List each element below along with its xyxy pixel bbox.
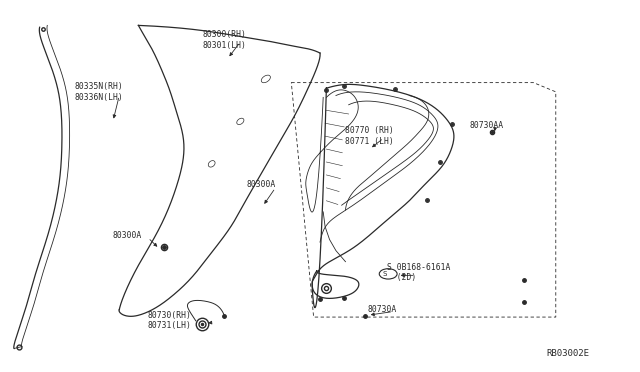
Text: 80730AA: 80730AA xyxy=(470,121,504,129)
Text: 80770 (RH)
80771 (LH): 80770 (RH) 80771 (LH) xyxy=(346,126,394,146)
Text: 80300(RH)
80301(LH): 80300(RH) 80301(LH) xyxy=(202,31,246,50)
Text: 80300A: 80300A xyxy=(246,180,276,189)
Text: 80730A: 80730A xyxy=(368,305,397,314)
Text: 80300A: 80300A xyxy=(113,231,142,240)
Text: S 0B168-6161A
  (2D): S 0B168-6161A (2D) xyxy=(387,263,451,282)
Text: RB03002E: RB03002E xyxy=(546,350,589,359)
Text: 80730(RH)
80731(LH): 80730(RH) 80731(LH) xyxy=(148,311,192,330)
Text: S: S xyxy=(382,271,387,277)
Text: 80335N(RH)
80336N(LH): 80335N(RH) 80336N(LH) xyxy=(75,82,124,102)
